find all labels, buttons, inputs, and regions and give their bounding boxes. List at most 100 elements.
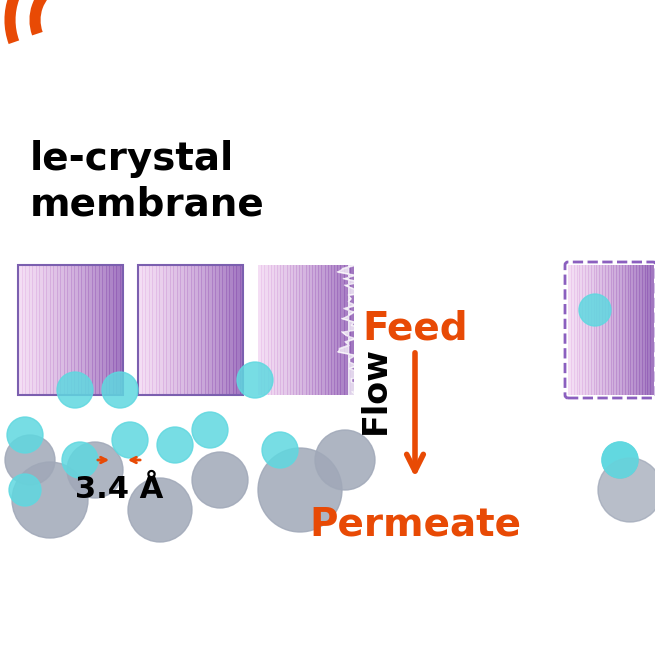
Circle shape (67, 442, 123, 498)
Bar (183, 265, 188, 395)
Bar (88, 265, 92, 395)
Bar (608, 265, 612, 395)
Bar (274, 265, 278, 395)
Bar (328, 265, 332, 395)
Bar (650, 265, 654, 395)
Bar (176, 265, 181, 395)
Bar (236, 265, 240, 395)
Bar (305, 265, 310, 395)
Bar (343, 265, 348, 395)
Bar (240, 265, 244, 395)
Bar (284, 265, 288, 395)
Bar (582, 265, 586, 395)
Bar (212, 265, 216, 395)
Bar (619, 265, 623, 395)
Bar (265, 265, 269, 395)
Bar (187, 265, 191, 395)
Bar (616, 265, 620, 395)
Bar (309, 265, 313, 395)
Bar (18, 265, 22, 395)
Circle shape (57, 372, 93, 408)
Bar (596, 265, 600, 395)
Circle shape (579, 294, 611, 326)
Bar (293, 265, 297, 395)
Bar (636, 265, 640, 395)
Bar (602, 265, 606, 395)
Bar (198, 265, 202, 395)
Bar (201, 265, 206, 395)
Bar (568, 265, 572, 395)
Text: le-crystal: le-crystal (30, 140, 234, 178)
Text: Permeate: Permeate (309, 505, 521, 543)
Text: Flow: Flow (358, 346, 392, 434)
Bar (642, 265, 645, 395)
Bar (64, 265, 68, 395)
Bar (145, 265, 149, 395)
Text: Feed: Feed (362, 310, 468, 348)
Bar (219, 265, 223, 395)
Circle shape (192, 412, 228, 448)
Bar (204, 265, 209, 395)
Bar (155, 265, 160, 395)
Bar (191, 265, 195, 395)
Bar (299, 265, 303, 395)
Bar (337, 265, 341, 395)
Bar (346, 265, 351, 395)
Bar (322, 265, 326, 395)
Bar (105, 265, 110, 395)
Bar (152, 265, 157, 395)
Circle shape (102, 372, 138, 408)
Bar (267, 265, 272, 395)
Bar (56, 265, 61, 395)
Bar (53, 265, 58, 395)
Bar (613, 265, 617, 395)
Bar (290, 265, 294, 395)
Bar (43, 265, 47, 395)
Bar (74, 265, 79, 395)
Bar (138, 265, 243, 395)
Circle shape (315, 430, 375, 490)
Circle shape (237, 362, 273, 398)
Bar (149, 265, 153, 395)
Bar (116, 265, 121, 395)
Bar (208, 265, 212, 395)
Bar (277, 265, 281, 395)
Circle shape (157, 427, 193, 463)
Circle shape (262, 432, 298, 468)
Bar (350, 265, 354, 395)
Bar (233, 265, 237, 395)
Bar (576, 265, 580, 395)
Circle shape (258, 448, 342, 532)
Text: membrane: membrane (30, 185, 265, 223)
Circle shape (112, 422, 148, 458)
Bar (610, 265, 614, 395)
Bar (622, 265, 626, 395)
Bar (286, 265, 291, 395)
Circle shape (602, 442, 638, 478)
Bar (102, 265, 107, 395)
Bar (591, 265, 595, 395)
Bar (92, 265, 96, 395)
Bar (25, 265, 29, 395)
Circle shape (192, 452, 248, 508)
Circle shape (9, 474, 41, 506)
Bar (84, 265, 89, 395)
Bar (271, 265, 275, 395)
Bar (119, 265, 124, 395)
Bar (170, 265, 174, 395)
Text: 3.4 Å: 3.4 Å (75, 475, 163, 504)
Bar (312, 265, 316, 395)
Bar (324, 265, 329, 395)
Bar (138, 265, 143, 395)
Bar (639, 265, 643, 395)
Bar (627, 265, 631, 395)
Bar (166, 265, 170, 395)
Bar (77, 265, 82, 395)
Bar (574, 265, 578, 395)
Bar (593, 265, 597, 395)
Bar (599, 265, 603, 395)
Bar (215, 265, 219, 395)
Bar (645, 265, 648, 395)
Bar (22, 265, 26, 395)
Bar (67, 265, 71, 395)
